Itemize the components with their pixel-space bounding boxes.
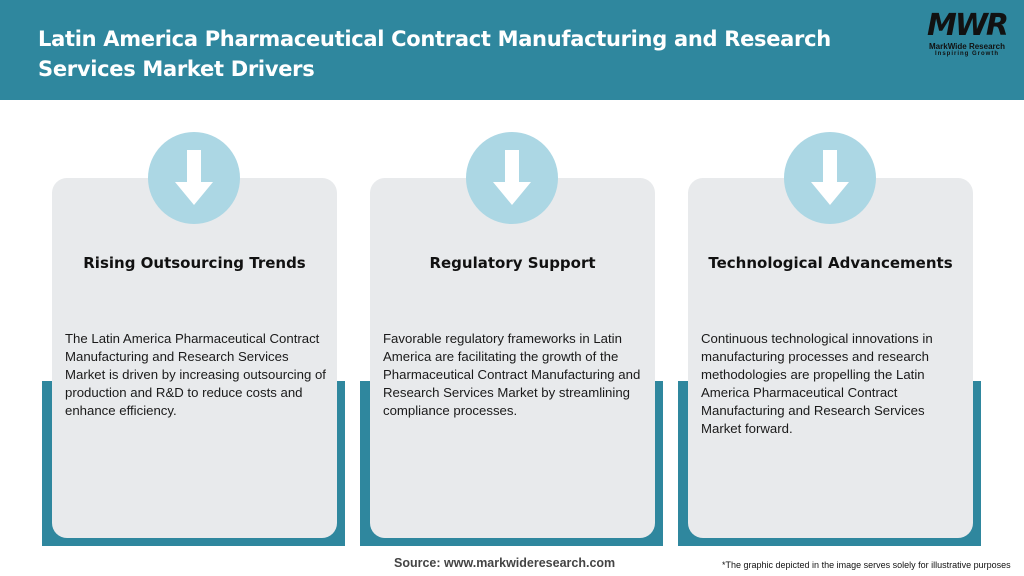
arrow-down-icon bbox=[175, 150, 213, 205]
driver-card: Rising Outsourcing Trends The Latin Amer… bbox=[52, 178, 337, 538]
card-title: Technological Advancements bbox=[708, 254, 953, 272]
header-banner: Latin America Pharmaceutical Contract Ma… bbox=[0, 0, 1024, 100]
card-text: Continuous technological innovations in … bbox=[701, 331, 933, 436]
card-title: Rising Outsourcing Trends bbox=[83, 254, 306, 272]
logo-name: MarkWide Research bbox=[929, 42, 1005, 51]
arrow-down-icon bbox=[493, 150, 531, 205]
icon-circle bbox=[784, 132, 876, 224]
logo-mark: MWR bbox=[926, 8, 1009, 43]
card-text: The Latin America Pharmaceutical Contrac… bbox=[65, 331, 326, 418]
logo: MWR MarkWide Research Inspiring Growth bbox=[922, 10, 1012, 58]
disclaimer-note: *The graphic depicted in the image serve… bbox=[722, 560, 1011, 570]
card-text: Favorable regulatory frameworks in Latin… bbox=[383, 331, 641, 418]
icon-circle bbox=[148, 132, 240, 224]
page-title: Latin America Pharmaceutical Contract Ma… bbox=[38, 27, 831, 81]
source-text: Source: www.markwideresearch.com bbox=[394, 556, 616, 570]
arrow-down-icon bbox=[811, 150, 849, 205]
card-title: Regulatory Support bbox=[429, 254, 596, 272]
logo-tagline: Inspiring Growth bbox=[935, 51, 999, 57]
driver-card: Regulatory Support Favorable regulatory … bbox=[370, 178, 655, 538]
icon-circle bbox=[466, 132, 558, 224]
driver-card: Technological Advancements Continuous te… bbox=[688, 178, 973, 538]
